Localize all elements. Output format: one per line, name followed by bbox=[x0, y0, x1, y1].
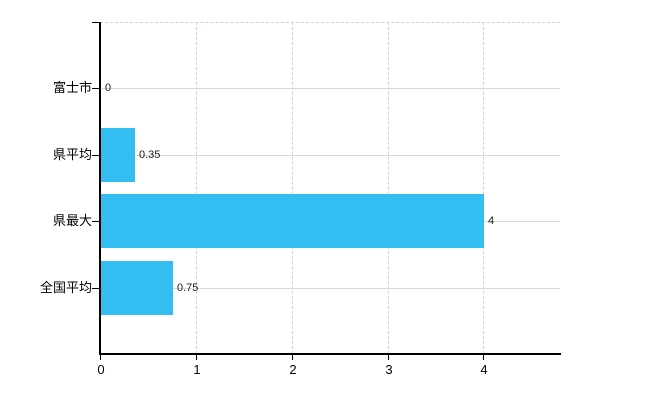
bar-value-label: 0.35 bbox=[139, 149, 161, 161]
bar-value-label: 0 bbox=[105, 82, 112, 94]
bar bbox=[101, 261, 173, 315]
x-axis-tick bbox=[388, 355, 389, 360]
x-axis-tick-label: 4 bbox=[480, 362, 488, 377]
v-gridline bbox=[291, 22, 293, 354]
category-label: 県平均 bbox=[52, 147, 92, 162]
bar-value-label: 0.75 bbox=[177, 282, 199, 294]
y-axis-tick bbox=[92, 288, 99, 289]
v-gridline bbox=[483, 22, 485, 354]
x-axis-tick-label: 2 bbox=[289, 362, 297, 377]
x-axis-tick-label: 0 bbox=[97, 362, 105, 377]
category-label: 県最大 bbox=[52, 213, 92, 228]
y-axis-tick bbox=[92, 221, 99, 222]
v-gridline bbox=[387, 22, 389, 354]
x-axis-tick bbox=[483, 355, 484, 360]
x-axis-tick bbox=[100, 355, 101, 360]
y-axis-tick bbox=[92, 22, 99, 23]
v-gridline bbox=[195, 22, 197, 354]
bar-value-label: 4 bbox=[488, 215, 495, 227]
x-axis-tick-label: 1 bbox=[193, 362, 201, 377]
x-axis-line bbox=[99, 353, 561, 355]
plot-area: 0 0.35 4 0.75 bbox=[100, 22, 560, 354]
x-axis-tick-label: 3 bbox=[385, 362, 393, 377]
category-label: 富士市 bbox=[52, 80, 92, 95]
y-axis-tick bbox=[92, 155, 99, 156]
x-axis-tick bbox=[196, 355, 197, 360]
x-axis-tick bbox=[292, 355, 293, 360]
y-axis-tick bbox=[92, 88, 99, 89]
bar bbox=[101, 128, 135, 182]
h-gridline bbox=[100, 88, 560, 89]
y-axis-line bbox=[99, 22, 101, 354]
category-label: 全国平均 bbox=[39, 280, 92, 295]
h-gridline bbox=[100, 288, 560, 289]
h-gridline bbox=[100, 155, 560, 156]
bar bbox=[101, 194, 484, 248]
plot-top-border bbox=[100, 22, 560, 23]
